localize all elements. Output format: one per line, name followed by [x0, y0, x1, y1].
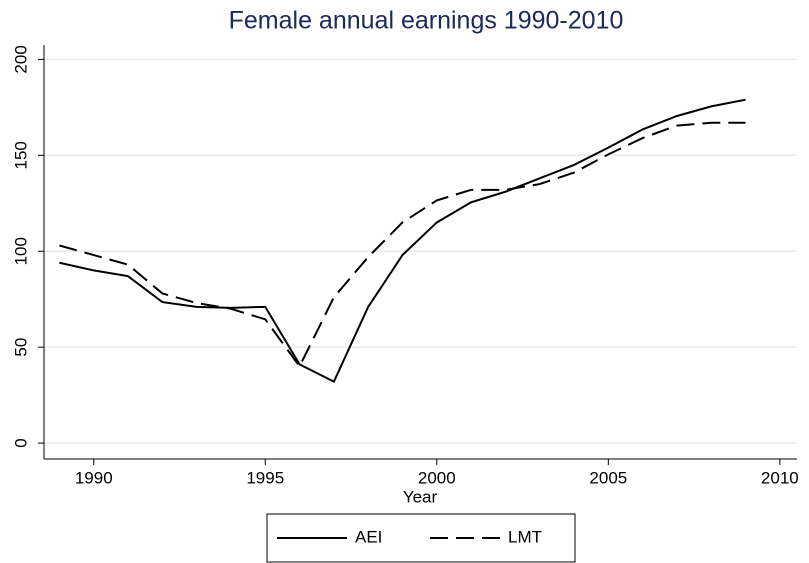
y-tick-label: 200	[11, 45, 30, 73]
series-line	[59, 121, 746, 369]
x-tick-label: 1995	[246, 468, 284, 487]
y-tick-label: 0	[11, 438, 30, 447]
legend-box	[266, 513, 576, 563]
y-tick-label: 100	[11, 237, 30, 265]
x-tick-label: 2005	[589, 468, 627, 487]
x-tick-label: 2000	[418, 468, 456, 487]
x-axis-label: Year	[403, 487, 438, 506]
legend-label: AEI	[355, 527, 382, 546]
y-tick-label: 150	[11, 141, 30, 169]
x-tick-label: 1990	[75, 468, 113, 487]
legend-label: LMT	[508, 527, 542, 546]
x-tick-label: 2010	[761, 468, 799, 487]
y-tick-label: 50	[11, 338, 30, 357]
series-line	[59, 98, 746, 384]
chart-title: Female annual earnings 1990-2010	[229, 7, 624, 35]
